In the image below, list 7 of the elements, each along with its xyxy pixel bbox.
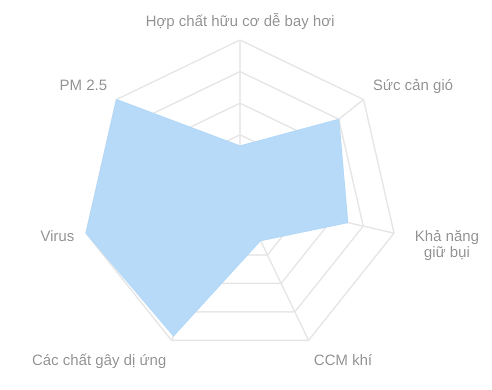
spoke-label: Hợp chất hữu cơ dễ bay hơi xyxy=(146,13,334,30)
spoke-label: Các chất gây dị ứng xyxy=(32,352,166,370)
spoke-label: Khả năng giữ bụi xyxy=(414,228,479,261)
spoke-label: PM 2.5 xyxy=(60,77,108,94)
spoke-label: Sức cản gió xyxy=(372,77,454,94)
spoke-label: CCM khí xyxy=(314,352,373,370)
spoke-label: Virus xyxy=(40,228,74,245)
